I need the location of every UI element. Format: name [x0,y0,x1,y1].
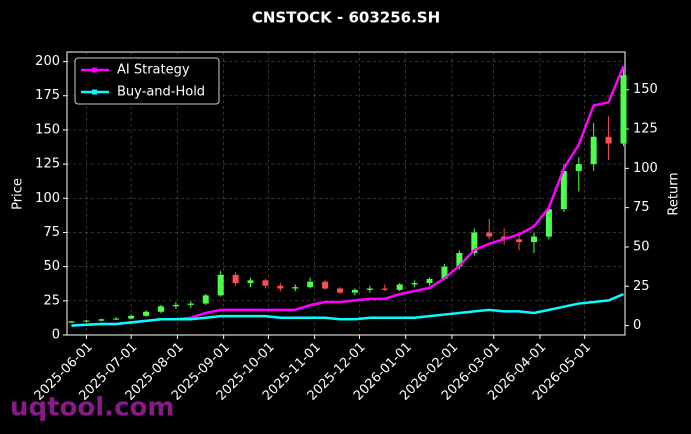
candle-body [396,284,403,290]
y-tick-label: 0 [52,328,60,343]
candle-body [351,289,358,293]
y2-axis-label: Return [667,172,682,215]
watermark: uqtool.com [10,393,174,423]
candle-body [366,288,373,290]
candle-body [232,274,239,284]
y2-tick-label: 75 [633,200,650,215]
candle-body [516,239,523,243]
y2-tick-label: 0 [633,318,641,333]
line-series [71,65,625,327]
candle-body [262,280,269,286]
candle-body [605,136,612,144]
candle-body [411,283,418,285]
candle-body [426,278,433,284]
y2-tick-label: 100 [633,161,658,176]
chart-title: CNSTOCK - 603256.SH [252,9,440,27]
legend-label: Buy-and-Hold [117,85,205,100]
y-tick-label: 125 [35,157,60,172]
candle-body [217,274,224,296]
candle-body [441,266,448,279]
candle-body [545,209,552,237]
candle-body [157,306,164,312]
legend-label: AI Strategy [117,63,190,78]
y-tick-label: 50 [43,259,60,274]
y-tick-label: 200 [35,54,60,69]
candle-body [83,320,90,322]
candle-body [307,281,314,288]
candle-body [530,236,537,243]
y-tick-label: 175 [35,88,60,103]
candle-body [381,288,388,290]
candle-body [128,315,135,319]
candle-body [486,232,493,237]
line-series [71,292,624,327]
y2-tick-label: 50 [633,239,650,254]
candle-body [590,136,597,165]
legend-marker [92,89,97,95]
candle-body [575,164,582,171]
y2-tick-label: 125 [633,122,658,137]
candle-body [247,280,254,284]
y-tick-label: 75 [43,225,60,240]
candle-body [68,321,75,323]
candle-body [292,287,299,289]
y-axis-label: Price [11,178,26,210]
y-tick-label: 100 [35,191,60,206]
y2-tick-label: 150 [633,82,658,97]
candle-body [98,319,105,321]
legend-marker [92,67,97,73]
candle-body [471,232,478,253]
candle-body [113,318,120,320]
candle-body [187,303,194,305]
candle-body [560,170,567,210]
candle-body [322,281,329,289]
candle-body [202,295,209,304]
y-tick-label: 150 [35,122,60,137]
candle-body [337,288,344,293]
candle-body [277,285,284,289]
candle-body [620,75,627,144]
candle-body [143,311,150,316]
y2-tick-label: 25 [633,279,650,294]
y-tick-label: 25 [43,293,60,308]
legend-box [74,57,220,105]
candle-body [456,252,463,267]
plot-frame [66,51,626,336]
candle-body [172,304,179,307]
